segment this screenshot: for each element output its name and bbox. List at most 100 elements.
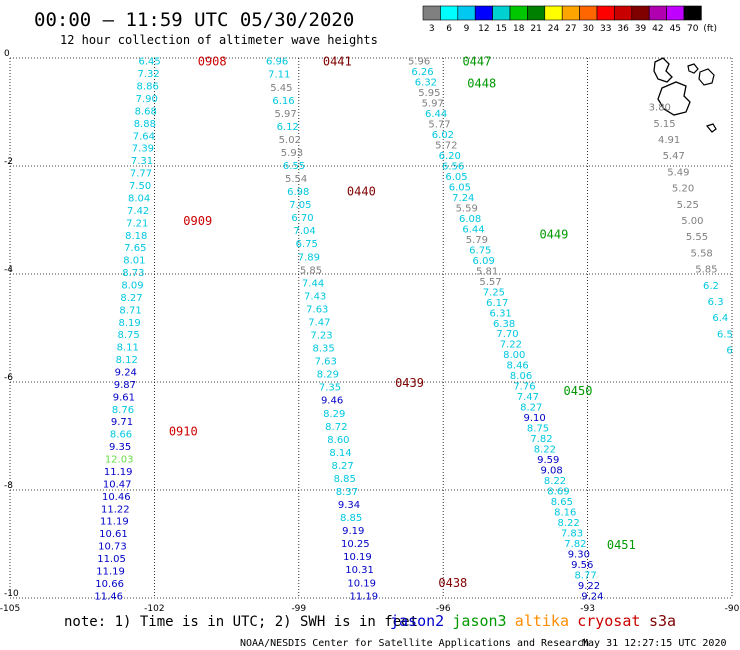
swh-value-label: 9.30 xyxy=(568,549,590,560)
pass-number-label: 0440 xyxy=(347,184,376,198)
swh-value-label: 8.72 xyxy=(325,422,347,433)
swh-value-label: 7.63 xyxy=(315,357,337,368)
swh-value-label: 6.02 xyxy=(432,130,454,141)
swh-value-label: 6.45 xyxy=(138,57,160,68)
swh-value-label: 8.77 xyxy=(574,570,596,581)
pass-number-label: 0449 xyxy=(539,228,568,242)
swh-value-label: 10.66 xyxy=(95,579,124,590)
swh-value-label: 9.61 xyxy=(113,392,135,403)
swh-value-label: 6.08 xyxy=(459,214,481,225)
legend-swatch xyxy=(596,5,615,21)
x-tick-label: -105 xyxy=(0,604,20,614)
swh-value-label: 9.71 xyxy=(111,417,133,428)
swh-value-label: 10.46 xyxy=(102,492,131,503)
swh-value-label: 8.27 xyxy=(332,461,354,472)
swh-value-label: 9.10 xyxy=(524,413,546,424)
swh-value-label: 6.75 xyxy=(469,245,491,256)
swh-value-label: 10.19 xyxy=(343,552,372,563)
swh-value-label: 11.19 xyxy=(349,591,378,602)
swh-value-label: 8.69 xyxy=(547,486,569,497)
x-tick-label: -96 xyxy=(436,604,451,614)
swh-value-label: 7.22 xyxy=(500,340,522,351)
swh-value-label: 8.06 xyxy=(510,371,532,382)
swh-value-label: 8.14 xyxy=(329,448,351,459)
swh-value-label: 8.65 xyxy=(551,497,573,508)
swh-value-label: 7.70 xyxy=(496,329,518,340)
legend-unit-label: (ft) xyxy=(703,24,717,34)
chart-grid: -105 -102 -99 -96 -93 -90 0 -2 -4 -6 -8 -10 xyxy=(0,49,740,614)
swh-value-label: 7.65 xyxy=(124,243,146,254)
swh-value-label: 5.96 xyxy=(408,57,430,68)
swh-value-label: 5.85 xyxy=(695,265,717,276)
swh-value-label: 8.27 xyxy=(120,293,142,304)
legend-swatch xyxy=(666,5,685,21)
swh-value-label: 9.34 xyxy=(338,500,360,511)
swh-value-label: 8.88 xyxy=(134,119,156,130)
galapagos-island-outline xyxy=(653,57,717,133)
swh-value-label: 5.00 xyxy=(681,216,703,227)
swh-value-label: 5.45 xyxy=(270,83,292,94)
swh-value-label: 8.76 xyxy=(112,405,134,416)
swh-value-label: 10.19 xyxy=(347,578,376,589)
swh-value-label: 7.77 xyxy=(130,169,152,180)
swh-value-label: 7.76 xyxy=(513,382,535,393)
swh-value-label: 7.82 xyxy=(564,539,586,550)
y-tick-label: -10 xyxy=(4,589,19,599)
swh-value-label: 8.29 xyxy=(323,409,345,420)
swh-value-label: 5.95 xyxy=(418,88,440,99)
x-tick-label: -93 xyxy=(580,604,595,614)
swh-value-label: 7.90 xyxy=(136,94,158,105)
swh-value-label: 7.47 xyxy=(517,392,539,403)
credit-line: NOAA/NESDIS Center for Satellite Applica… xyxy=(240,638,589,649)
swh-value-label: 5.20 xyxy=(672,184,694,195)
swh-value-label: 8.75 xyxy=(527,424,549,435)
legend-swatch xyxy=(457,5,476,21)
legend-swatch xyxy=(561,5,580,21)
legend-swatch xyxy=(631,5,650,21)
swh-value-label: 7.63 xyxy=(306,304,328,315)
swh-value-label: 8.18 xyxy=(125,231,147,242)
swh-value-label: 6.38 xyxy=(493,319,515,330)
legend-tick-label: 9 xyxy=(464,24,470,34)
legend-tick-label: 27 xyxy=(565,24,576,34)
chart-title: 00:00 – 11:59 UTC 05/30/2020 xyxy=(34,9,354,31)
footnote: note: 1) Time is in UTC; 2) SWH is in fe… xyxy=(64,614,418,630)
swh-value-label: 6.3 xyxy=(708,297,724,308)
swh-value-label: 7.43 xyxy=(304,291,326,302)
y-tick-label: -4 xyxy=(4,265,13,275)
color-scale-legend: 3 6 9 12 15 18 21 24 27 30 33 36 39 42 45 70 (ft) xyxy=(422,5,717,34)
swh-value-label: 7.21 xyxy=(126,218,148,229)
legend-swatch xyxy=(527,5,546,21)
swh-value-label: 6.75 xyxy=(296,239,318,250)
swh-value-label: 6.44 xyxy=(462,224,484,235)
swh-value-label: 8.12 xyxy=(116,355,138,366)
pass-number-label: 0450 xyxy=(564,384,593,398)
swh-value-label: 8.35 xyxy=(312,344,334,355)
swh-value-label: 5.79 xyxy=(466,235,488,246)
swh-value-label: 8.00 xyxy=(503,350,525,361)
swh-value-label: 8.85 xyxy=(334,474,356,485)
swh-value-label: 7.50 xyxy=(129,181,151,192)
swh-value-label: 8.60 xyxy=(327,435,349,446)
legend-tick-label: 70 xyxy=(687,24,699,34)
pass-number-label: 0441 xyxy=(323,55,352,69)
swh-value-label: 8.11 xyxy=(117,343,139,354)
pass-number-label: 0910 xyxy=(169,425,198,439)
pass-number-label: 0447 xyxy=(462,55,491,69)
swh-value-label: 5.49 xyxy=(667,167,689,178)
swh-value-label: 8.16 xyxy=(554,507,576,518)
legend-swatch xyxy=(544,5,563,21)
legend-tick-label: 24 xyxy=(548,24,560,34)
swh-value-label: 8.75 xyxy=(118,330,140,341)
legend-tick-label: 15 xyxy=(496,24,507,34)
satellite-legend-jason3: jason3 xyxy=(452,612,506,630)
legend-tick-label: 30 xyxy=(583,24,595,34)
swh-value-label: 5.55 xyxy=(686,232,708,243)
swh-value-label: 7.42 xyxy=(127,206,149,217)
swh-value-label: 9.08 xyxy=(541,466,563,477)
y-tick-label: -8 xyxy=(4,481,13,491)
swh-value-label: 8.22 xyxy=(534,445,556,456)
swh-value-label: 7.24 xyxy=(452,193,474,204)
swh-value-label: 8.73 xyxy=(122,268,144,279)
